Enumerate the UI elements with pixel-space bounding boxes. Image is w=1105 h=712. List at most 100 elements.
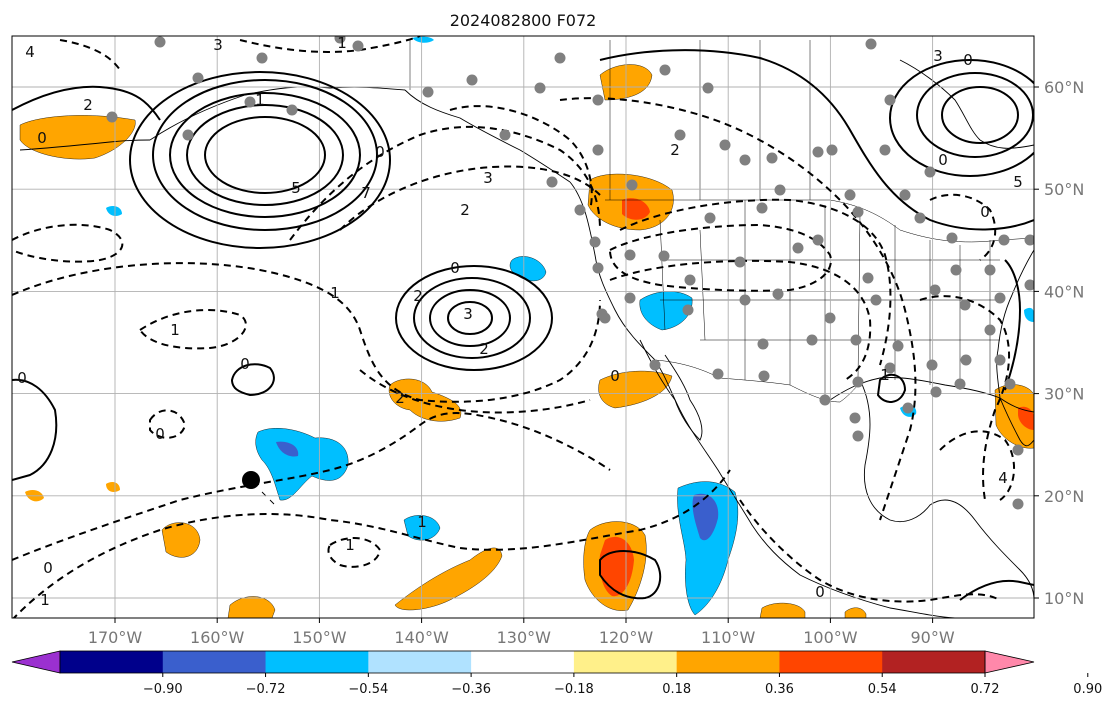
contour-label: 4 xyxy=(25,43,35,61)
station-dot xyxy=(734,256,746,268)
contour-label: 0 xyxy=(155,425,165,443)
contours xyxy=(12,36,1034,618)
contour-label: 3 xyxy=(463,305,473,323)
longitude-tick-label: 170°W xyxy=(88,628,143,647)
contour-label: 2 xyxy=(83,96,93,114)
colorbar: −0.90 −0.72 −0.54 −0.36 −0.18 0.18 0.36 0.54 0.7… xyxy=(11,650,1102,697)
alaska-aleutians xyxy=(19,139,151,151)
gulf-of-mexico-coast xyxy=(859,379,1034,601)
station-dot xyxy=(649,359,661,371)
latitude-tick-label: 40°N xyxy=(1044,282,1084,301)
station-dot xyxy=(756,202,768,214)
station-dot xyxy=(1024,234,1034,246)
station-dot xyxy=(182,129,194,141)
colorbar-tick-label: 0.72 xyxy=(971,682,1000,697)
station-dot xyxy=(879,144,891,156)
station-dot xyxy=(534,82,546,94)
colorbar-segment xyxy=(162,651,267,673)
station-dot xyxy=(914,212,926,224)
colorbar-tick-label: −0.90 xyxy=(143,682,183,697)
station-dot xyxy=(546,176,558,188)
station-dot xyxy=(865,38,877,50)
colorbar-tick-label: 0.90 xyxy=(1073,682,1102,697)
station-dot xyxy=(926,359,938,371)
station-dot xyxy=(684,274,696,286)
positive-anomaly-region xyxy=(227,596,276,618)
contour-line xyxy=(359,369,591,414)
contour-line xyxy=(939,430,1016,501)
longitude-tick-label: 140°W xyxy=(394,628,449,647)
latitude-tick-label: 60°N xyxy=(1044,78,1084,97)
station-dot xyxy=(682,304,694,316)
contour-line xyxy=(12,469,731,618)
contour-label: 3 xyxy=(933,47,943,65)
station-dot xyxy=(352,40,364,52)
longitude-tick-label: 120°W xyxy=(599,628,654,647)
station-dot xyxy=(499,129,511,141)
station-dot xyxy=(674,129,686,141)
ocean-background xyxy=(12,36,1034,618)
contour-label: 0 xyxy=(17,369,27,387)
station-dot xyxy=(824,312,836,324)
contour-label: 1 xyxy=(170,321,180,339)
hawaii-marker xyxy=(242,471,260,489)
longitude-tick-label: 160°W xyxy=(190,628,245,647)
station-dot xyxy=(589,236,601,248)
map-frame xyxy=(11,35,1035,619)
colorbar-tick-label: 0.36 xyxy=(765,682,794,697)
us-canada-border xyxy=(605,199,1034,243)
canada-province-lines xyxy=(609,40,811,200)
station-dot xyxy=(758,370,770,382)
station-dot xyxy=(739,294,751,306)
contour-line xyxy=(12,412,611,561)
station-dot xyxy=(984,264,996,276)
station-markers xyxy=(106,36,1034,510)
station-dot xyxy=(1012,498,1024,510)
contour-label: 0 xyxy=(938,151,948,169)
station-dot xyxy=(592,262,604,274)
latitude-ticks: 10°N 20°N 30°N 40°N 50°N 60°N xyxy=(1034,78,1084,608)
hawaii-islands xyxy=(261,491,275,505)
colorbar-frame xyxy=(59,650,986,674)
station-dot xyxy=(772,288,784,300)
contour-label: 0 xyxy=(963,51,973,69)
contour-label: 2 xyxy=(395,389,405,407)
north-america-west-coast xyxy=(569,181,681,411)
station-dot xyxy=(702,82,714,94)
contour-line xyxy=(12,378,58,481)
station-dot xyxy=(984,324,996,336)
station-dot xyxy=(892,340,904,352)
contour-line xyxy=(129,71,391,249)
contour-line xyxy=(186,104,344,206)
station-dot xyxy=(554,52,566,64)
contour-label: 1 xyxy=(330,284,340,302)
station-dot xyxy=(334,36,346,44)
station-dot xyxy=(950,264,962,276)
contour-line xyxy=(1004,259,1022,391)
contour-line xyxy=(327,537,382,568)
station-dot xyxy=(286,104,298,116)
contour-label: 2 xyxy=(413,287,423,305)
contour-line xyxy=(204,116,326,194)
contour-label: 2 xyxy=(460,201,470,219)
station-dot xyxy=(192,72,204,84)
station-dot xyxy=(959,299,971,311)
contour-line xyxy=(339,165,601,231)
colorbar-tick-label: −0.18 xyxy=(554,682,594,697)
strong-positive-anomaly-region xyxy=(622,198,650,220)
station-dot xyxy=(422,86,434,98)
station-dot xyxy=(946,232,958,244)
contour-line xyxy=(449,105,593,211)
latitude-tick-label: 50°N xyxy=(1044,180,1084,199)
us-gulf-coast xyxy=(829,377,1034,413)
station-dot xyxy=(739,154,751,166)
contour-line xyxy=(447,301,493,335)
contour-line xyxy=(59,39,121,71)
station-dot xyxy=(596,308,608,320)
longitude-tick-label: 130°W xyxy=(497,628,552,647)
contour-label: 0 xyxy=(375,143,385,161)
baja-california xyxy=(639,339,703,441)
station-dot xyxy=(852,430,864,442)
station-dot xyxy=(659,64,671,76)
contour-line xyxy=(395,265,553,371)
